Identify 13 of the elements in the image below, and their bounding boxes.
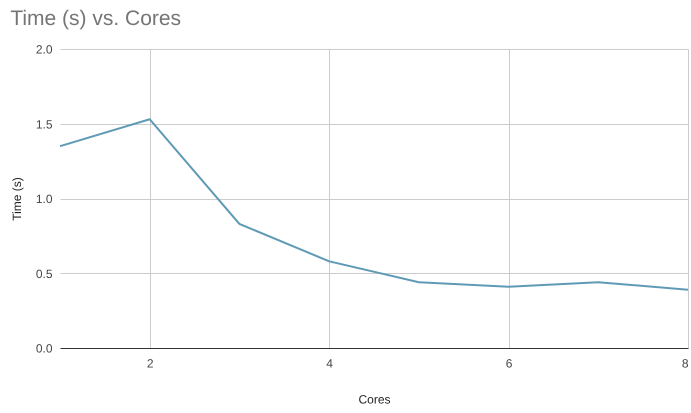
y-tick-label: 1.5 (36, 117, 53, 132)
x-tick-label: 2 (146, 356, 154, 370)
y-tick-label: 0.5 (36, 266, 53, 281)
x-tick-label: 4 (326, 356, 334, 370)
line-series (59, 118, 689, 291)
y-tick-label: 2.0 (36, 42, 53, 56)
y-tick-label: 0.0 (36, 342, 53, 356)
x-axis-title: Cores (358, 392, 391, 406)
chart-title: Time (s) vs. Cores (10, 7, 182, 30)
x-tick-label: 8 (682, 356, 689, 370)
y-tick-label: 1.0 (36, 192, 53, 206)
y-axis-title: Time (s) (10, 177, 24, 221)
x-tick-label: 6 (506, 356, 513, 370)
